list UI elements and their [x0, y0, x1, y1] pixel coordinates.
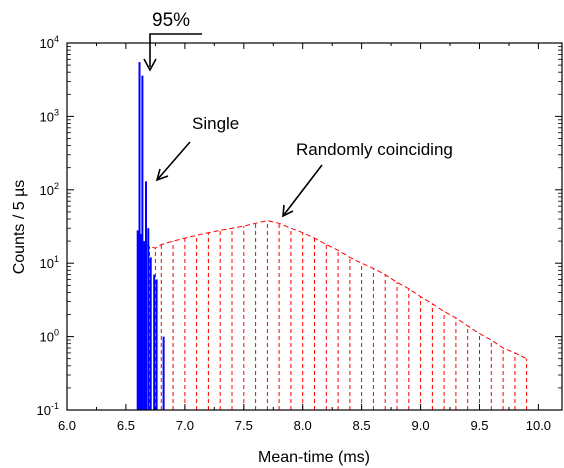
- series-single: [136, 62, 165, 410]
- y-tick-label: 102: [40, 181, 59, 198]
- x-tick-label: 10.0: [526, 418, 551, 433]
- annotation-randomly-coinciding-arrow: [282, 164, 323, 217]
- annotation-single-arrowhead: [155, 168, 169, 182]
- y-tick-label: 10-1: [37, 401, 59, 418]
- x-tick-label: 6.0: [58, 418, 76, 433]
- annotation-95-percent-arrowhead: [143, 58, 157, 72]
- x-axis-title: Mean-time (ms): [258, 449, 370, 466]
- annotation-single: Single: [192, 114, 239, 133]
- x-tick-label: 9.5: [470, 418, 488, 433]
- annotation-randomly-coinciding: Randomly coinciding: [296, 140, 453, 159]
- plot-frame: [66, 42, 563, 411]
- annotation-95-percent: 95%: [152, 10, 190, 31]
- x-tick-label: 8.0: [294, 418, 312, 433]
- series-randomly-coinciding: [137, 220, 528, 410]
- axis-ticks: 6.0 6.5 7.0 7.5 8.0 8.5 9.0 9.5 10.0 10-1 100 101 10…: [37, 34, 562, 433]
- y-tick-label: 101: [40, 254, 59, 271]
- randomly-coinciding-envelope: [137, 220, 527, 360]
- annotation-randomly-coinciding-arrowhead: [282, 204, 294, 218]
- annotation-95-percent-bracket: [149, 33, 202, 67]
- x-tick-label: 7.5: [235, 418, 253, 433]
- plot-data: [136, 62, 528, 410]
- x-tick-label: 9.0: [412, 418, 430, 433]
- annotation-single-arrow: [156, 141, 191, 181]
- y-tick-label: 104: [40, 34, 59, 51]
- y-axis-title: Counts / 5 µs: [11, 180, 28, 275]
- y-tick-label: 100: [40, 328, 59, 345]
- x-tick-label: 6.5: [117, 418, 135, 433]
- x-tick-label: 8.5: [353, 418, 371, 433]
- annotations: 95% Single Randomly coinciding: [143, 10, 453, 218]
- y-tick-label: 103: [40, 107, 59, 124]
- x-tick-label: 7.0: [176, 418, 194, 433]
